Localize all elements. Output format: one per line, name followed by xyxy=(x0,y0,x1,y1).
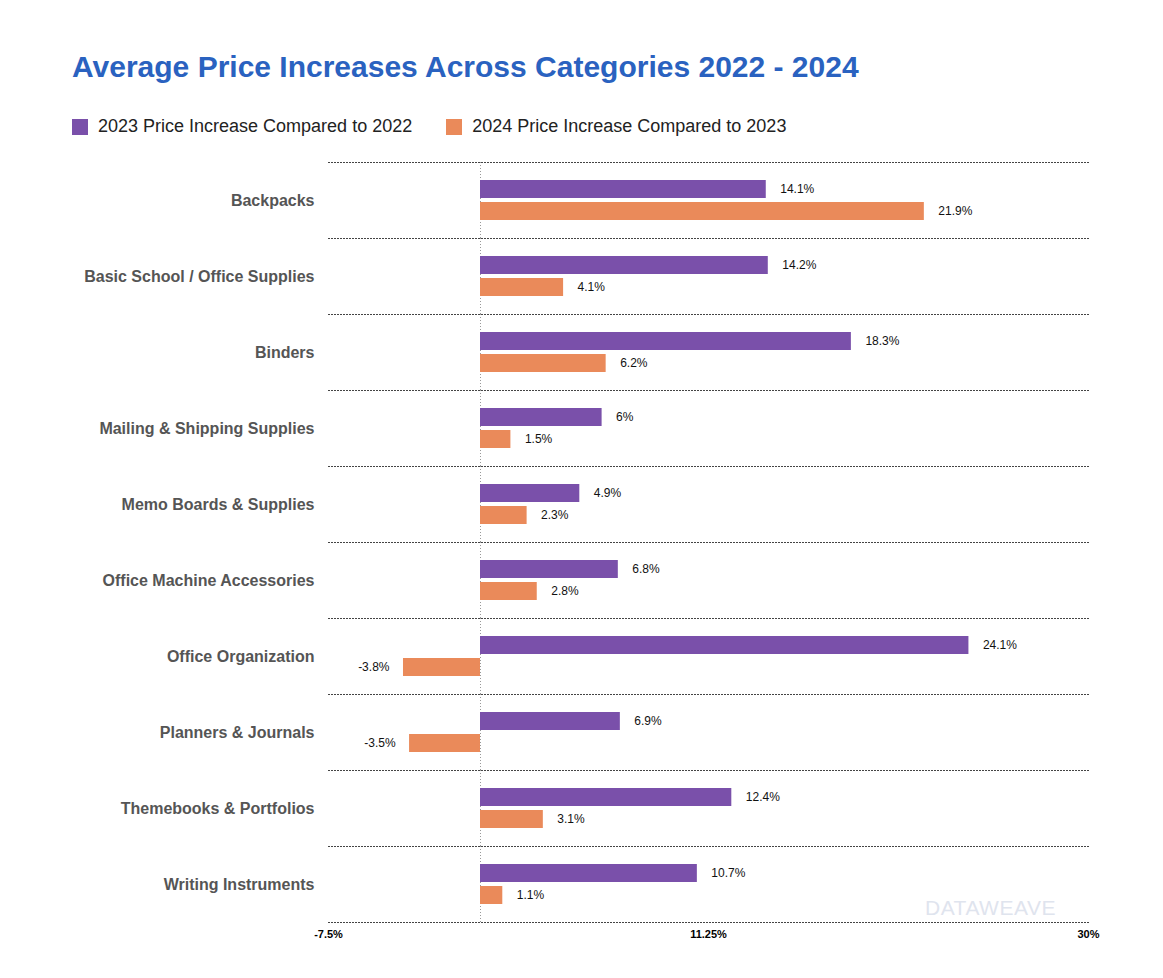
svg-text:24.1%: 24.1% xyxy=(983,638,1017,652)
svg-text:2.8%: 2.8% xyxy=(551,584,579,598)
svg-text:4.1%: 4.1% xyxy=(578,280,606,294)
svg-text:14.2%: 14.2% xyxy=(782,258,816,272)
svg-text:12.4%: 12.4% xyxy=(746,790,780,804)
svg-text:21.9%: 21.9% xyxy=(938,204,972,218)
svg-text:30%: 30% xyxy=(1077,928,1099,940)
svg-text:Themebooks & Portfolios: Themebooks & Portfolios xyxy=(121,800,315,817)
svg-text:6.9%: 6.9% xyxy=(634,714,662,728)
svg-text:4.9%: 4.9% xyxy=(594,486,622,500)
svg-text:14.1%: 14.1% xyxy=(780,182,814,196)
svg-text:Basic School / Office Supplies: Basic School / Office Supplies xyxy=(84,268,314,285)
svg-text:-3.8%: -3.8% xyxy=(358,660,390,674)
html-text:2023 Price Increase Compared t: 2023 Price Increase Compared to 2022 xyxy=(98,116,413,136)
svg-text:Binders: Binders xyxy=(255,344,315,361)
svg-text:Mailing & Shipping Supplies: Mailing & Shipping Supplies xyxy=(99,420,314,437)
svg-text:1.1%: 1.1% xyxy=(517,888,545,902)
svg-text:-7.5%: -7.5% xyxy=(314,928,343,940)
svg-text:Backpacks: Backpacks xyxy=(231,192,315,209)
svg-text:3.1%: 3.1% xyxy=(557,812,585,826)
svg-text:Office Organization: Office Organization xyxy=(167,648,315,665)
svg-text:2.3%: 2.3% xyxy=(541,508,569,522)
svg-text:6.8%: 6.8% xyxy=(632,562,660,576)
svg-text:18.3%: 18.3% xyxy=(865,334,899,348)
svg-text:Office Machine Accessories: Office Machine Accessories xyxy=(103,572,315,589)
svg-text:1.5%: 1.5% xyxy=(525,432,553,446)
svg-text:6.2%: 6.2% xyxy=(620,356,648,370)
html-text:Average Price Increases Across: Average Price Increases Across Categorie… xyxy=(72,50,859,83)
svg-text:6%: 6% xyxy=(616,410,634,424)
html-text:2024 Price Increase Compared t: 2024 Price Increase Compared to 2023 xyxy=(472,116,787,136)
svg-text:-3.5%: -3.5% xyxy=(364,736,396,750)
svg-text:Planners & Journals: Planners & Journals xyxy=(160,724,315,741)
svg-text:11.25%: 11.25% xyxy=(690,928,727,940)
svg-text:10.7%: 10.7% xyxy=(711,866,745,880)
svg-text:Writing Instruments: Writing Instruments xyxy=(164,876,315,893)
html-text:DATAWEAVE: DATAWEAVE xyxy=(925,896,1056,919)
svg-text:Memo Boards & Supplies: Memo Boards & Supplies xyxy=(122,496,315,513)
